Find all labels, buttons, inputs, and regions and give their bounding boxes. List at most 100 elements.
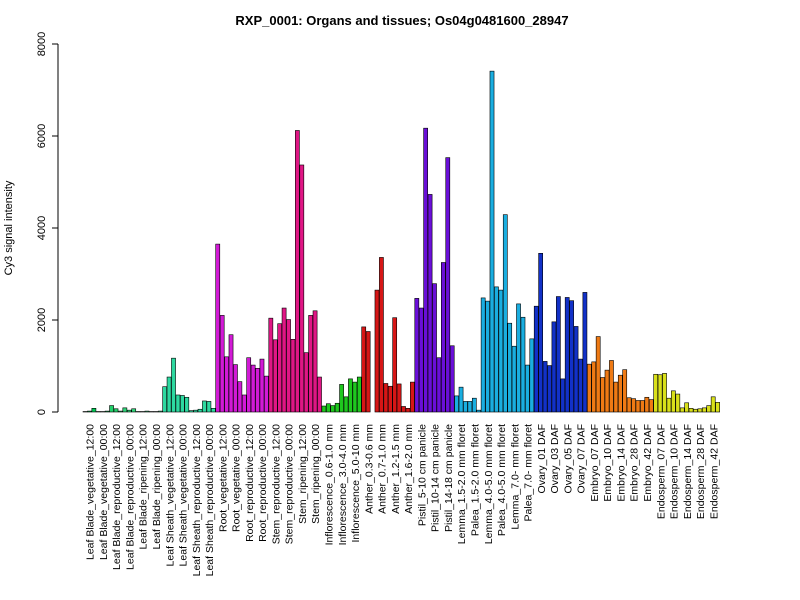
- x-category-label: Lemma_7.0- mm floret: [509, 424, 521, 530]
- bar: [356, 376, 362, 413]
- x-category-label: Leaf Sheath_vegetative_00:00: [178, 424, 190, 567]
- x-category-label: Inflorescence_5.0-10 mm: [350, 424, 362, 543]
- bar: [520, 316, 526, 413]
- y-axis: 0 2000 4000 6000 8000: [36, 32, 59, 415]
- bar: [441, 262, 446, 413]
- bar: [144, 410, 150, 413]
- bars-group: [82, 70, 720, 413]
- bar: [436, 357, 442, 413]
- bar: [171, 357, 176, 413]
- bar: [547, 365, 552, 413]
- y-tick-label: 8000: [36, 32, 48, 56]
- bar: [405, 408, 411, 413]
- bar: [91, 408, 97, 413]
- bar: [219, 315, 225, 413]
- x-category-label: Stem_ripening_12:00: [297, 424, 309, 524]
- bar: [529, 338, 535, 413]
- bar: [401, 406, 406, 413]
- bar: [432, 283, 437, 413]
- x-category-label: Endosperm_28 DAF: [695, 424, 707, 519]
- y-tick-label: 2000: [36, 308, 48, 332]
- bar: [578, 358, 583, 413]
- bar: [295, 130, 300, 413]
- bar: [104, 410, 110, 413]
- bar: [246, 357, 252, 413]
- bar: [657, 374, 663, 413]
- bar: [396, 383, 402, 413]
- x-category-label: Embryo_10 DAF: [602, 424, 614, 502]
- bar: [427, 194, 433, 413]
- bar: [299, 164, 305, 413]
- bar: [702, 407, 707, 413]
- bar: [688, 408, 694, 413]
- bar: [502, 214, 508, 413]
- bar: [162, 386, 168, 413]
- x-category-label: Embryo_14 DAF: [615, 424, 627, 502]
- x-category-label: Leaf Blade_vegetative_12:00: [85, 424, 97, 560]
- y-tick-label: 4000: [36, 216, 48, 240]
- bar: [494, 286, 499, 413]
- x-category-label: Leaf Blade_ripening_00:00: [151, 424, 163, 550]
- bar: [87, 410, 92, 413]
- bar: [591, 361, 597, 413]
- bar: [662, 373, 667, 413]
- bar: [264, 375, 269, 413]
- x-category-label: Palea_4.0-5.0 mm floret: [496, 424, 508, 536]
- bar: [710, 396, 716, 413]
- bar: [303, 352, 309, 413]
- bar: [551, 321, 557, 413]
- bar: [290, 339, 296, 413]
- bar: [640, 400, 645, 413]
- bar: [533, 305, 539, 413]
- bar: [175, 394, 181, 413]
- x-category-label: Stem_ripening_00:00: [310, 424, 322, 524]
- x-category-label: Palea_1.5-2.0 mm floret: [469, 424, 481, 536]
- bar: [693, 408, 698, 413]
- bar: [379, 257, 384, 413]
- bar: [626, 397, 632, 413]
- bar: [480, 297, 486, 413]
- bar: [622, 369, 628, 413]
- bar: [166, 376, 172, 413]
- bar: [281, 307, 287, 413]
- x-category-label: Pistil_14-18 cm panicle: [443, 424, 455, 532]
- x-category-label: Leaf Blade_vegetative_00:00: [98, 424, 110, 560]
- bar: [339, 384, 344, 413]
- bar: [467, 401, 473, 413]
- x-category-label: Ovary_01 DAF: [536, 424, 548, 493]
- x-category-label: Ovary_07 DAF: [576, 424, 588, 493]
- x-category-label: Leaf Blade_reproductive_00:00: [124, 424, 136, 570]
- x-category-label: Ovary_03 DAF: [549, 424, 561, 493]
- x-category-label: Lemma_1.5-2.0 mm floret: [456, 424, 468, 544]
- bar: [383, 383, 389, 413]
- bar: [609, 360, 614, 413]
- bar: [573, 326, 579, 413]
- bar: [188, 410, 194, 413]
- x-category-label: Ovary_05 DAF: [562, 424, 574, 493]
- bar: [255, 367, 260, 413]
- bar: [644, 396, 650, 413]
- bar: [564, 297, 570, 413]
- bar: [556, 296, 561, 413]
- bar: [463, 401, 468, 413]
- bar: [675, 393, 681, 413]
- bar: [604, 369, 610, 413]
- bar: [516, 303, 521, 413]
- bar: [697, 408, 703, 413]
- bar: [241, 394, 247, 413]
- y-axis-label: Cy3 signal intensity: [3, 180, 15, 275]
- bar: [653, 373, 659, 413]
- bar: [268, 317, 274, 413]
- bar: [600, 377, 605, 413]
- x-category-label: Inflorescence_0.6-1.0 mm: [324, 424, 336, 546]
- bar: [365, 331, 371, 413]
- bar: [706, 405, 712, 413]
- x-category-label: Leaf Blade_ripening_12:00: [138, 424, 150, 550]
- bar: [131, 408, 137, 413]
- bar: [414, 298, 420, 413]
- bar: [259, 358, 265, 413]
- bar: [671, 390, 676, 413]
- bar: [277, 323, 283, 413]
- x-category-label: Anther_1.6-2.0 mm: [403, 424, 415, 514]
- bar: [184, 396, 190, 413]
